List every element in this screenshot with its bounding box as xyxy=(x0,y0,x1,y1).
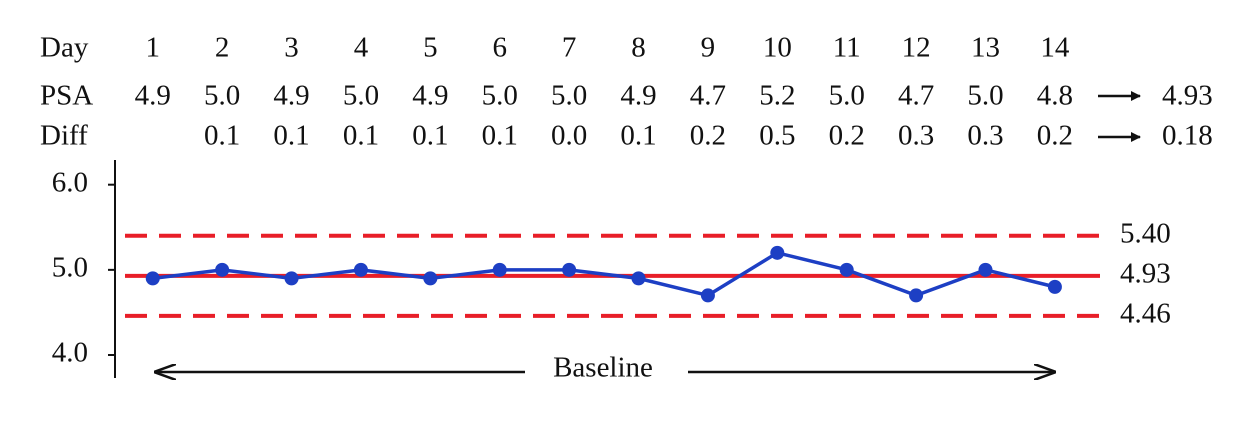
table-value: 4.9 xyxy=(412,80,448,112)
data-point xyxy=(700,288,715,303)
row-label: PSA xyxy=(40,80,93,112)
mean-diff: 0.18 xyxy=(1162,120,1213,152)
day-label: 13 xyxy=(971,32,1000,64)
day-label: 11 xyxy=(833,32,861,64)
table-value: 5.0 xyxy=(343,80,379,112)
data-point xyxy=(353,262,368,277)
data-point xyxy=(770,245,785,260)
table-value: 4.9 xyxy=(135,80,171,112)
table-value: 0.1 xyxy=(620,120,656,152)
y-tick-label: 4.0 xyxy=(52,337,88,369)
table-value: 5.0 xyxy=(482,80,518,112)
table-value: 0.1 xyxy=(204,120,240,152)
table-value: 0.1 xyxy=(412,120,448,152)
table-value: 0.3 xyxy=(898,120,934,152)
table-value: 0.1 xyxy=(343,120,379,152)
mean-psa: 4.93 xyxy=(1162,80,1213,112)
annotation: Baseline xyxy=(553,352,653,384)
day-label: 10 xyxy=(763,32,792,64)
table-value: 5.0 xyxy=(204,80,240,112)
day-label: 1 xyxy=(146,32,161,64)
control-label: 4.93 xyxy=(1120,257,1171,289)
day-label: 7 xyxy=(562,32,577,64)
table-value: 5.2 xyxy=(759,80,795,112)
table-value: 4.9 xyxy=(620,80,656,112)
table-value: 4.9 xyxy=(273,80,309,112)
table-value: 0.2 xyxy=(829,120,865,152)
day-label: 14 xyxy=(1040,32,1070,64)
table-value: 5.0 xyxy=(967,80,1003,112)
day-label: 12 xyxy=(902,32,931,64)
day-label: 4 xyxy=(354,32,369,64)
data-point xyxy=(215,262,230,277)
table-value: 4.7 xyxy=(898,80,934,112)
table-value: 0.2 xyxy=(690,120,726,152)
table-value: 5.0 xyxy=(551,80,587,112)
data-point xyxy=(839,262,854,277)
control-label: 4.46 xyxy=(1120,297,1171,329)
day-label: 8 xyxy=(631,32,646,64)
y-tick-label: 6.0 xyxy=(52,166,88,198)
day-label: 5 xyxy=(423,32,438,64)
table-value: 0.3 xyxy=(967,120,1003,152)
data-point xyxy=(562,262,577,277)
data-point xyxy=(145,271,160,286)
table-value: 0.2 xyxy=(1037,120,1073,152)
day-label: 6 xyxy=(492,32,507,64)
day-label: 9 xyxy=(701,32,716,64)
table-value: 4.8 xyxy=(1037,80,1073,112)
y-tick-label: 5.0 xyxy=(52,252,88,284)
row-label: Diff xyxy=(40,120,88,152)
table-value: 4.7 xyxy=(690,80,726,112)
data-point xyxy=(492,262,507,277)
table-value: 0.1 xyxy=(273,120,309,152)
table-value: 0.0 xyxy=(551,120,587,152)
data-point xyxy=(284,271,299,286)
series-line xyxy=(152,250,1056,298)
data-point xyxy=(631,271,646,286)
data-point xyxy=(1047,279,1062,294)
day-label: 2 xyxy=(215,32,230,64)
table-value: 0.5 xyxy=(759,120,795,152)
table-value: 5.0 xyxy=(829,80,865,112)
row-label: Day xyxy=(40,32,89,64)
data-point xyxy=(978,262,993,277)
data-point xyxy=(909,288,924,303)
day-label: 3 xyxy=(284,32,299,64)
table-value: 0.1 xyxy=(482,120,518,152)
data-point xyxy=(423,271,438,286)
control-label: 5.40 xyxy=(1120,217,1171,249)
